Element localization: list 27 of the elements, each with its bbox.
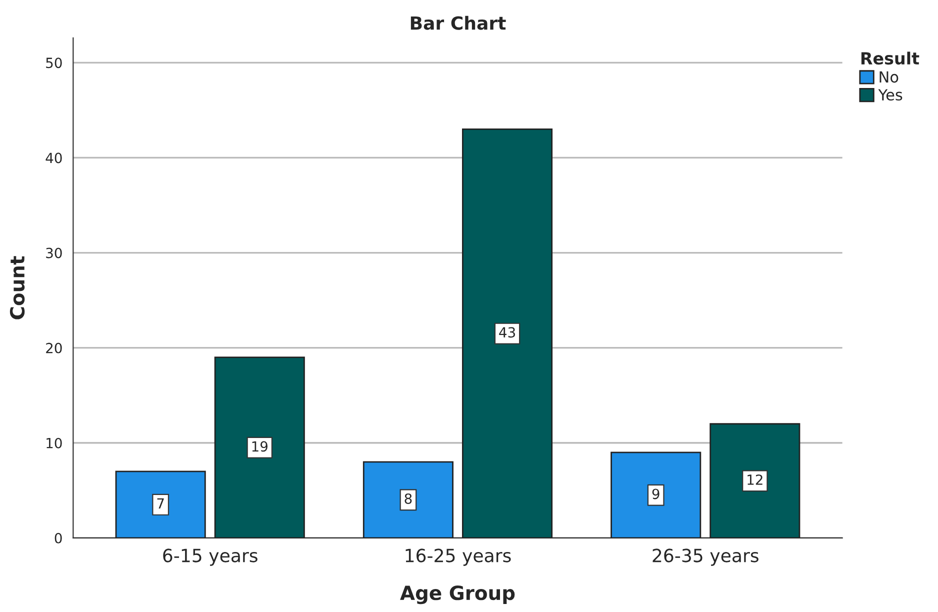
legend-label: No <box>880 71 898 83</box>
y-tick-label: 20 <box>46 342 62 354</box>
data-label: 12 <box>748 474 762 485</box>
x-tick-label: 16-25 years <box>406 548 511 566</box>
y-tick-label: 30 <box>46 248 62 258</box>
data-label: 7 <box>157 498 164 509</box>
bar <box>362 461 454 538</box>
x-tick-label: 26-35 years <box>652 548 758 566</box>
y-tick-label: 0 <box>54 532 62 544</box>
legend-title: Result <box>861 52 920 65</box>
bar <box>610 452 702 538</box>
bar <box>214 356 305 538</box>
data-label: 19 <box>252 441 268 452</box>
chart-title: Bar Chart <box>410 16 506 30</box>
y-axis-title: Count <box>10 256 25 320</box>
bar <box>462 128 553 538</box>
data-label: 43 <box>499 327 515 338</box>
y-tick-label: 40 <box>46 152 62 164</box>
y-tick-label: 50 <box>46 58 62 68</box>
x-tick-label: 6-15 years <box>163 548 258 566</box>
bar <box>115 470 206 538</box>
y-tick-label: 10 <box>46 438 62 448</box>
bar <box>710 423 800 538</box>
legend-label: Yes <box>878 89 902 101</box>
data-label: 8 <box>404 493 412 504</box>
data-label: 9 <box>652 488 660 500</box>
x-axis-title: Age Group <box>400 585 515 604</box>
